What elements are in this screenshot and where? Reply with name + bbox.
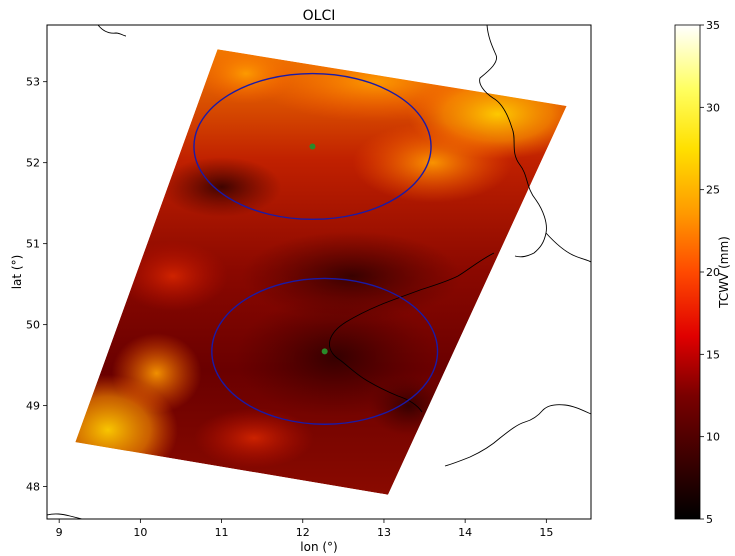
colorbar-tick-label: 5 [706,513,713,526]
border-line-baltic [479,25,547,258]
y-tick-label: 52 [26,157,40,170]
x-tick-label: 11 [215,526,229,539]
y-tick-label: 50 [26,319,40,332]
x-tick-label: 15 [539,526,553,539]
swath-texture-blob [352,122,513,203]
x-tick-label: 12 [296,526,310,539]
border-line-east [545,232,591,263]
y-tick-label: 49 [26,400,40,413]
x-axis-label: lon (°) [300,540,337,554]
circles-layer [193,72,439,425]
swath-texture-blob [194,408,315,469]
y-axis: 48 49 50 51 52 53 [26,76,47,494]
colorbar: 5 10 15 20 25 30 35 [674,19,720,526]
x-tick-label: 9 [56,526,63,539]
y-tick-label: 53 [26,76,40,89]
x-tick-label: 10 [133,526,147,539]
swath-texture-blob [111,333,202,414]
y-tick-label: 48 [26,481,40,494]
colorbar-label: TCWV (mm) [717,236,731,309]
swath-texture-blob [241,231,462,322]
colorbar-tick-label: 35 [706,19,720,32]
colorbar-tick-label: 20 [706,266,720,279]
station-point-1 [309,143,316,150]
swath-texture-blob [161,156,282,217]
border-line-center [329,252,495,413]
footprint-circle-2 [211,277,439,425]
station-point-2 [321,348,328,355]
swath-texture-blob [195,49,296,104]
colorbar-gradient [674,24,701,520]
points-layer [309,143,328,355]
tcwv-swath [75,49,567,495]
border-line-north [97,25,127,37]
footprint-circle-1 [193,72,432,221]
y-tick-label: 51 [26,238,40,251]
border-line-south-east [444,404,591,467]
x-tick-label: 13 [377,526,391,539]
y-axis-label: lat (°) [10,255,24,290]
x-tick-label: 14 [458,526,472,539]
plot-frame [46,24,592,520]
colorbar-tick-label: 10 [706,431,720,444]
chart-title: OLCI [303,8,336,24]
colorbar-tick-label: 15 [706,348,720,361]
swath-texture-blob [117,241,228,312]
country-borders [47,25,591,519]
colorbar-tick-label: 30 [706,101,720,114]
border-line-south-west [47,513,84,519]
x-axis: 9 10 11 12 13 14 15 [56,519,553,539]
colorbar-ticks: 5 10 15 20 25 30 35 [700,19,720,526]
colorbar-tick-label: 25 [706,184,720,197]
plot-area [47,25,591,519]
swath-texture-blob [368,375,449,436]
